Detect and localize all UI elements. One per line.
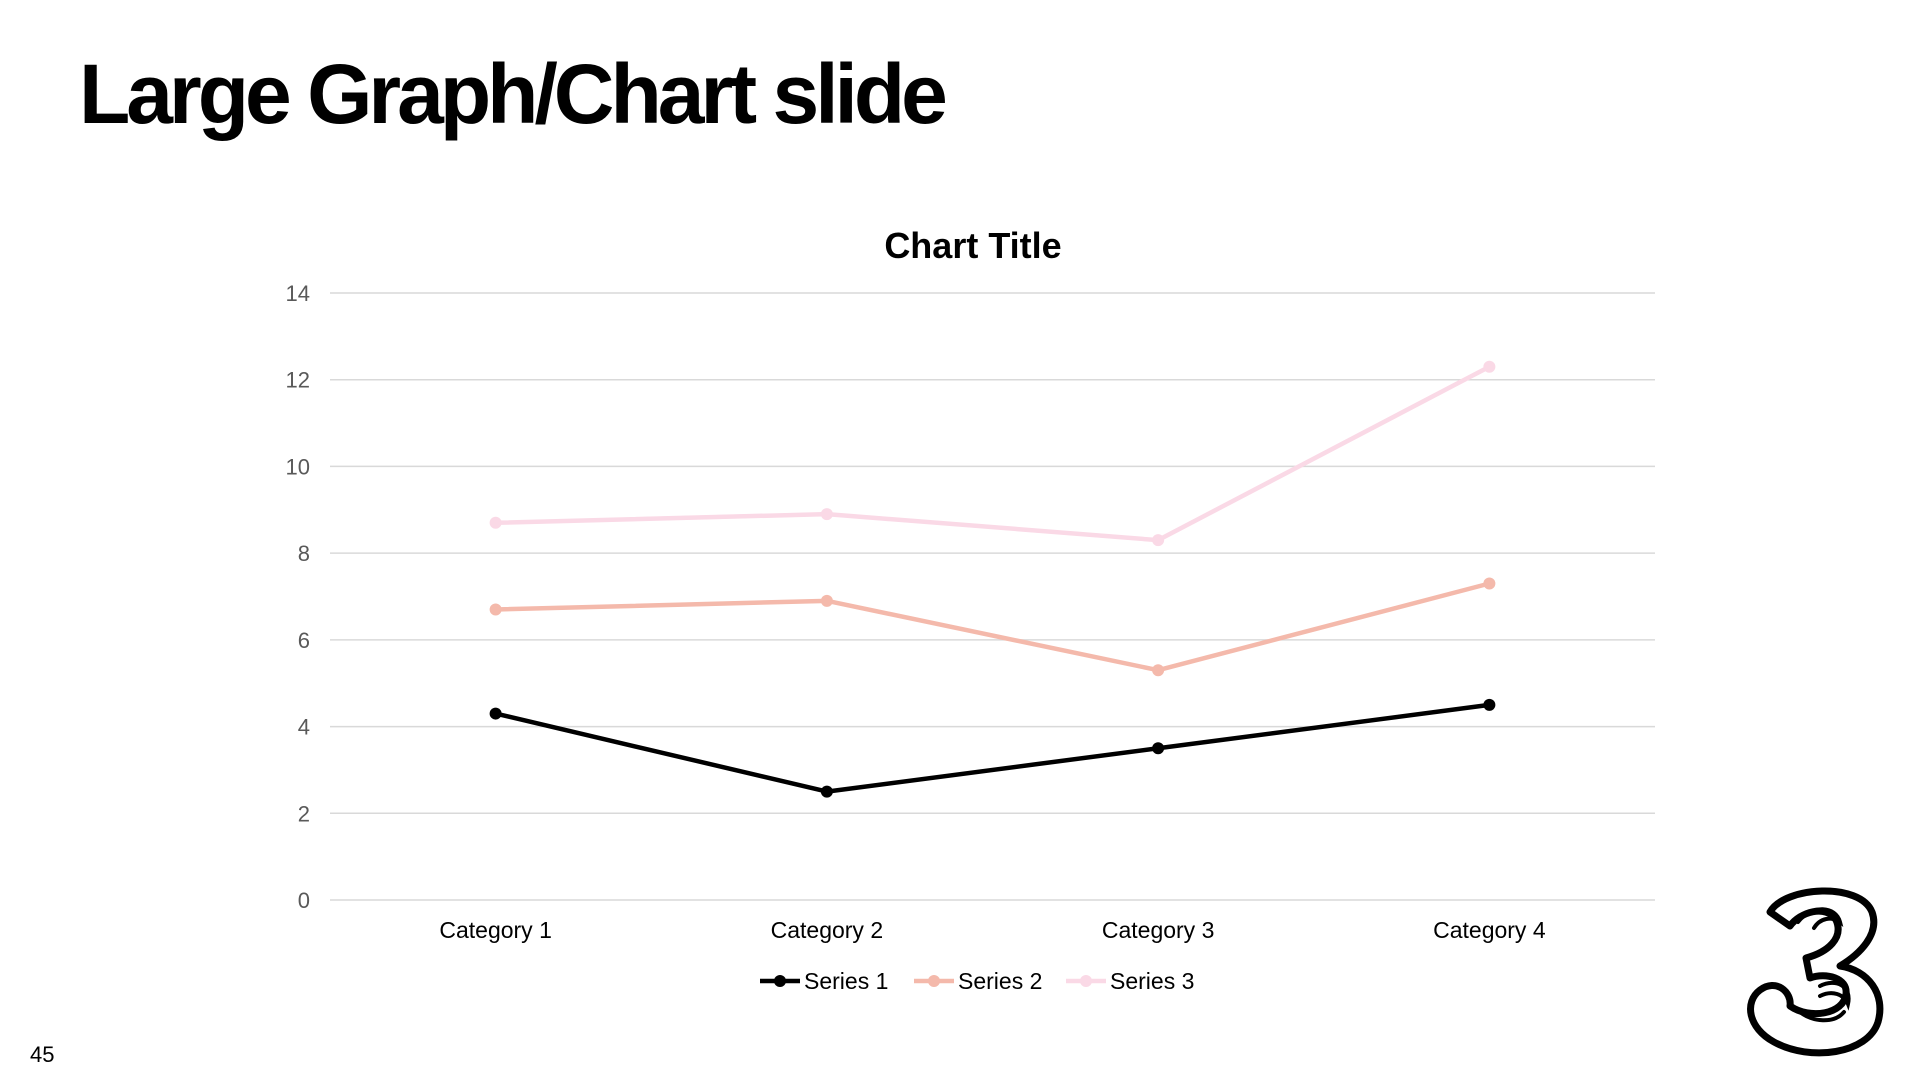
- series-1-point: [1152, 742, 1165, 755]
- y-tick-label: 8: [298, 541, 310, 566]
- y-tick-label: 10: [286, 454, 310, 479]
- legend-label: Series 3: [1110, 968, 1194, 994]
- series-2-point: [1483, 577, 1496, 590]
- page-number: 45: [30, 1042, 55, 1067]
- y-tick-label: 4: [298, 715, 310, 740]
- series-1-point: [820, 785, 833, 798]
- y-tick-label: 2: [298, 801, 310, 826]
- series-line-1: [495, 702, 1490, 794]
- legend-label: Series 2: [958, 968, 1042, 994]
- legend-marker-3: [1080, 975, 1092, 987]
- y-tick-label: 12: [286, 368, 310, 393]
- slide-title: Large Graph/Chart slide: [79, 47, 948, 141]
- three-logo-icon: [1747, 887, 1884, 1057]
- series-1-point: [489, 707, 502, 720]
- series-line-3: [495, 364, 1491, 543]
- legend-label: Series 1: [804, 968, 888, 994]
- series-1-point: [1483, 698, 1496, 711]
- series-2-point: [489, 603, 502, 616]
- y-tick-label: 0: [298, 888, 310, 913]
- y-tick-label: 6: [298, 628, 310, 653]
- legend-marker-1: [774, 975, 786, 987]
- x-tick-label: Category 2: [771, 917, 884, 943]
- series-2-point: [1152, 664, 1165, 677]
- series-line-2: [495, 581, 1490, 673]
- series-3-point: [820, 508, 833, 521]
- series-3-point: [489, 516, 502, 529]
- series-3-point: [1152, 534, 1165, 547]
- series-2-point: [820, 594, 833, 607]
- x-tick-label: Category 4: [1433, 917, 1546, 943]
- chart-title: Chart Title: [884, 225, 1061, 266]
- x-tick-label: Category 1: [439, 917, 552, 943]
- x-tick-label: Category 3: [1102, 917, 1215, 943]
- series-3-point: [1483, 360, 1496, 373]
- y-tick-label: 14: [286, 281, 310, 306]
- legend-marker-2: [928, 975, 940, 987]
